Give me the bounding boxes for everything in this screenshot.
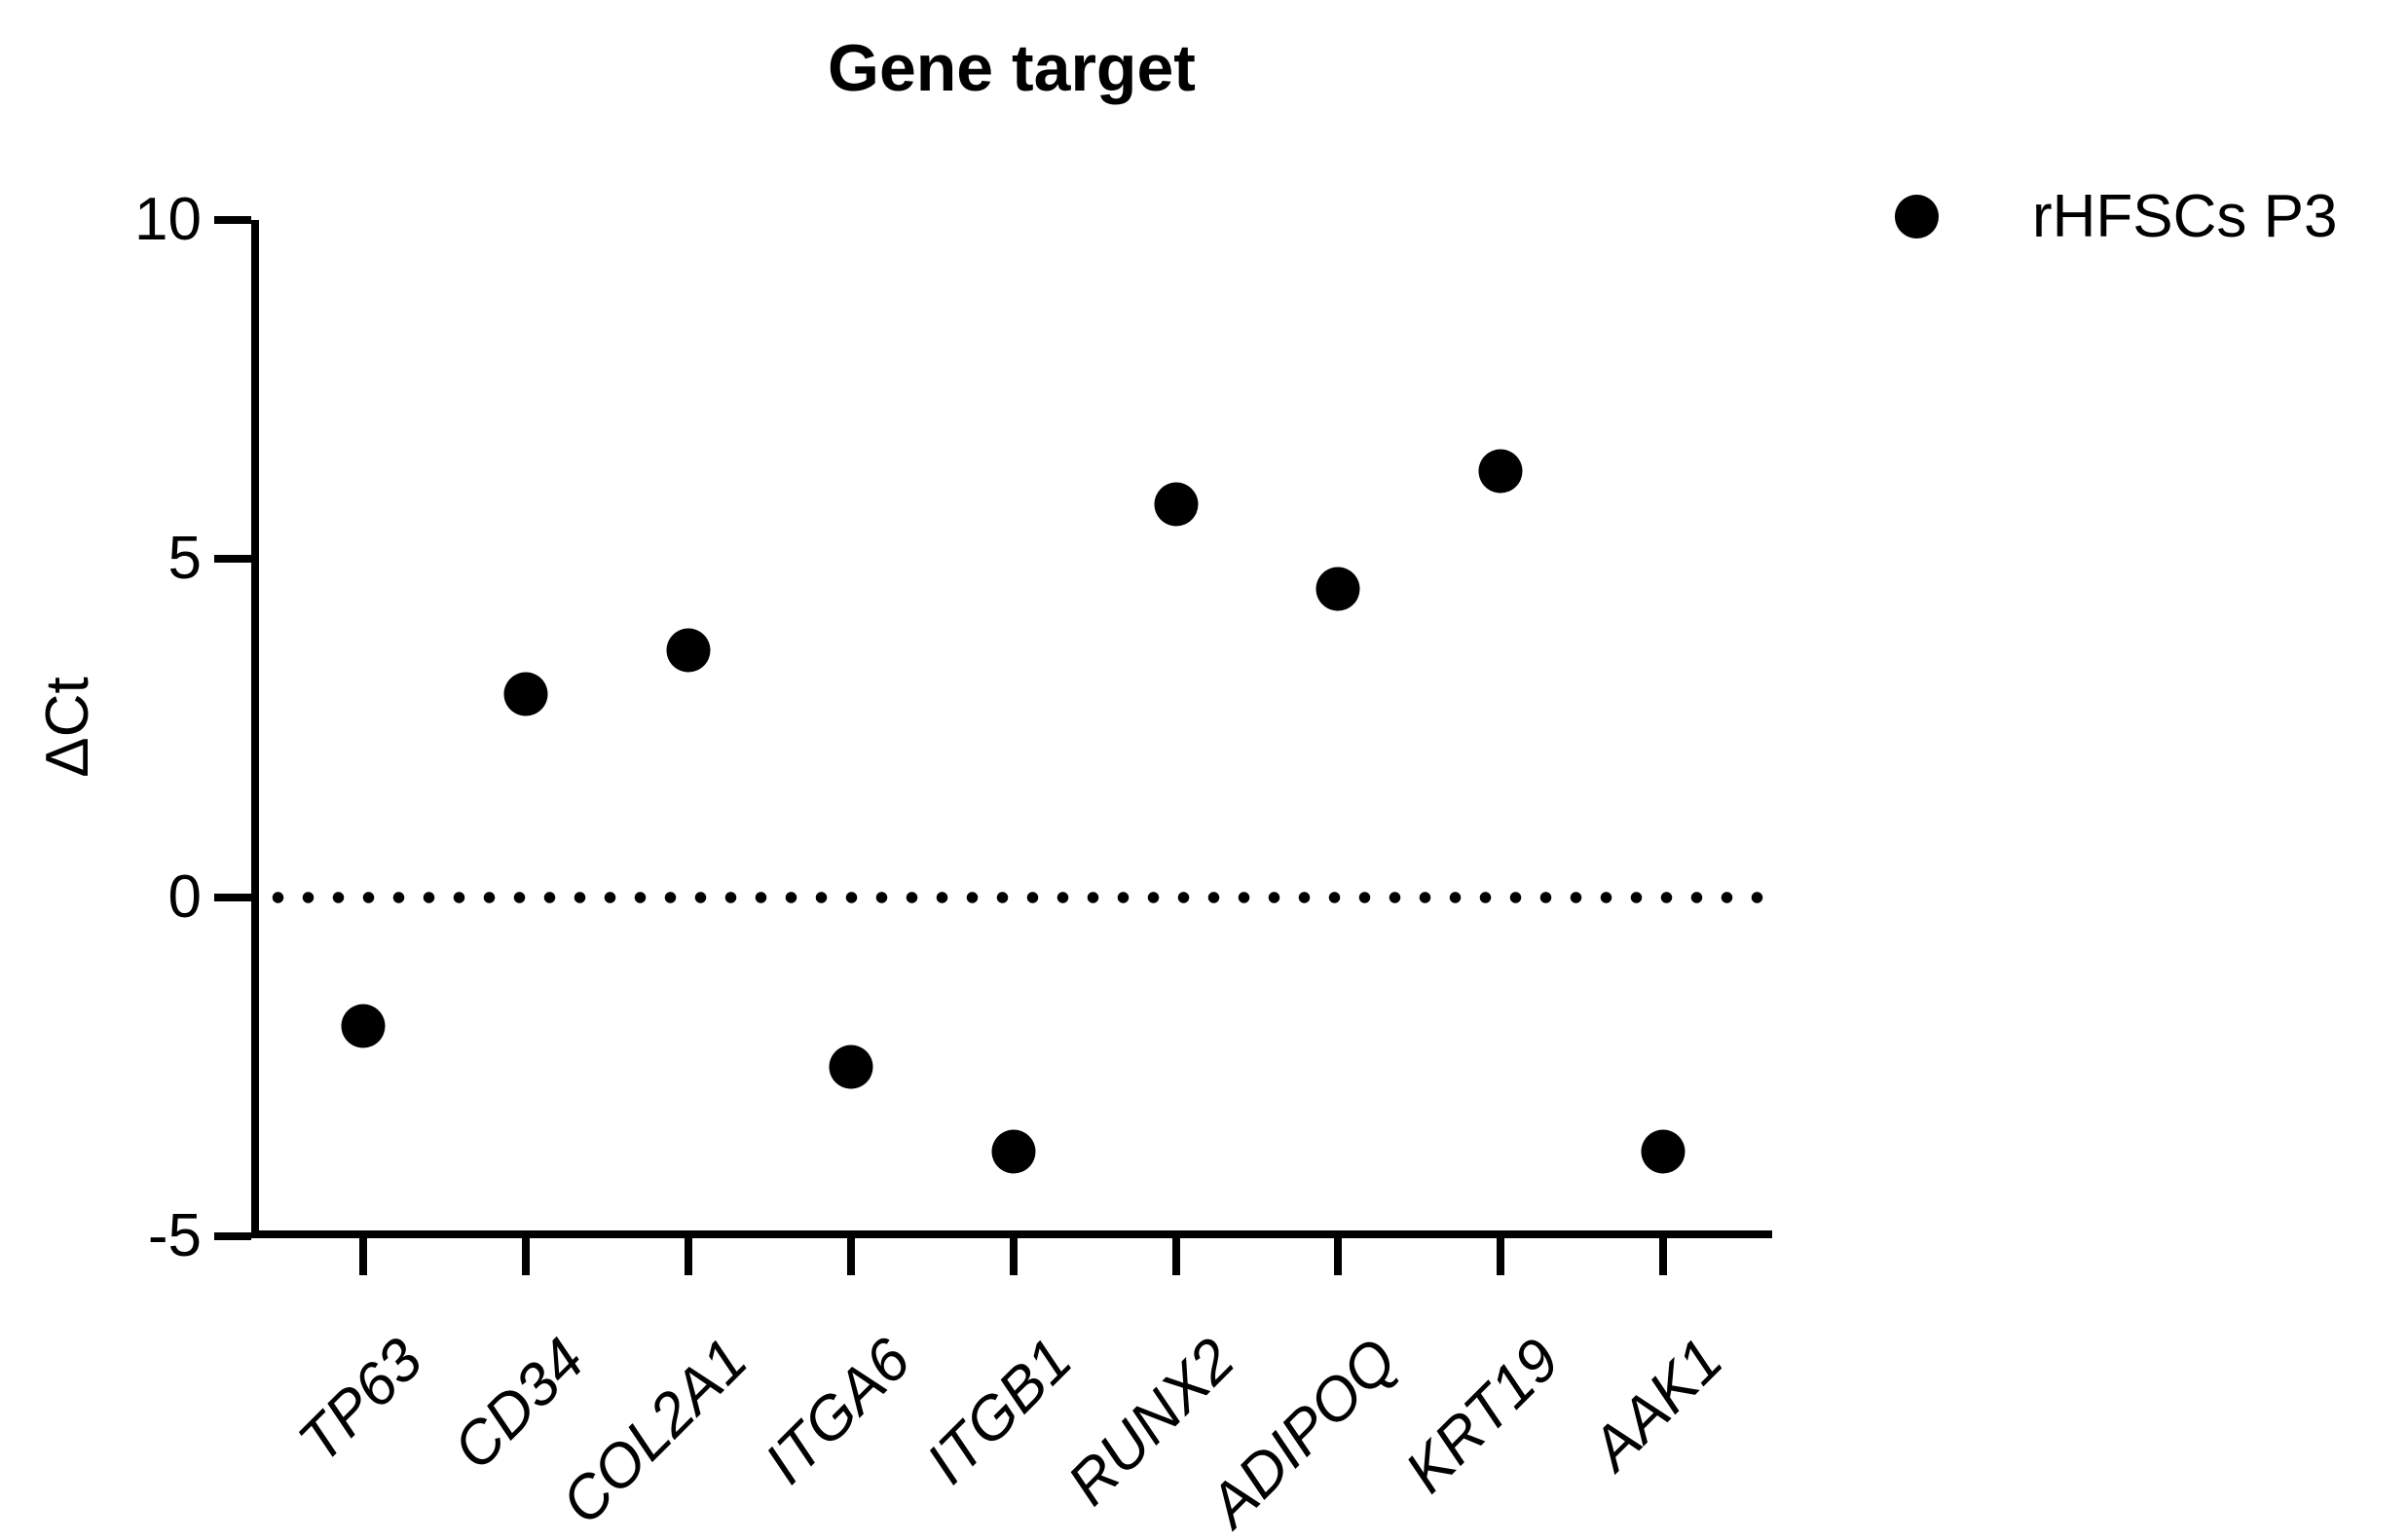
legend-marker-icon [1895, 195, 1939, 238]
plot-area [251, 220, 1772, 1238]
zero-reference-line [263, 892, 1772, 903]
chart-title: Gene target [828, 31, 1196, 105]
x-axis-label: KRT19 [1392, 1326, 1574, 1506]
data-point [1154, 482, 1198, 527]
data-point [1315, 567, 1360, 611]
y-tick-mark [214, 216, 251, 224]
x-tick-mark [359, 1238, 367, 1275]
x-tick-mark [521, 1238, 530, 1275]
y-tick-label: 0 [167, 863, 202, 931]
y-tick-mark [214, 555, 251, 563]
y-tick-label: 5 [167, 525, 202, 592]
x-tick-mark [684, 1238, 692, 1275]
data-point [991, 1129, 1036, 1174]
y-axis-title: ΔCt [34, 677, 101, 778]
y-tick-mark [214, 1232, 251, 1240]
x-tick-mark [1497, 1238, 1505, 1275]
x-tick-mark [1009, 1238, 1018, 1275]
x-axis-label: AAK1 [1578, 1326, 1736, 1484]
x-tick-mark [846, 1238, 855, 1275]
data-point [503, 672, 548, 716]
data-point [341, 1004, 386, 1048]
legend-label: rHFSCs P3 [2032, 183, 2338, 250]
data-point [1478, 449, 1523, 494]
x-tick-mark [1659, 1238, 1668, 1275]
y-tick-label: -5 [147, 1202, 202, 1269]
data-point [1641, 1129, 1686, 1174]
x-axis-label: CD34 [440, 1326, 598, 1484]
x-tick-mark [1171, 1238, 1180, 1275]
x-axis-label: ITGA6 [752, 1326, 923, 1497]
data-point [829, 1045, 873, 1089]
y-tick-mark [214, 894, 251, 901]
x-axis-label: TP63 [285, 1326, 435, 1476]
data-point [666, 628, 711, 673]
y-tick-label: 10 [134, 186, 202, 253]
x-tick-mark [1334, 1238, 1343, 1275]
